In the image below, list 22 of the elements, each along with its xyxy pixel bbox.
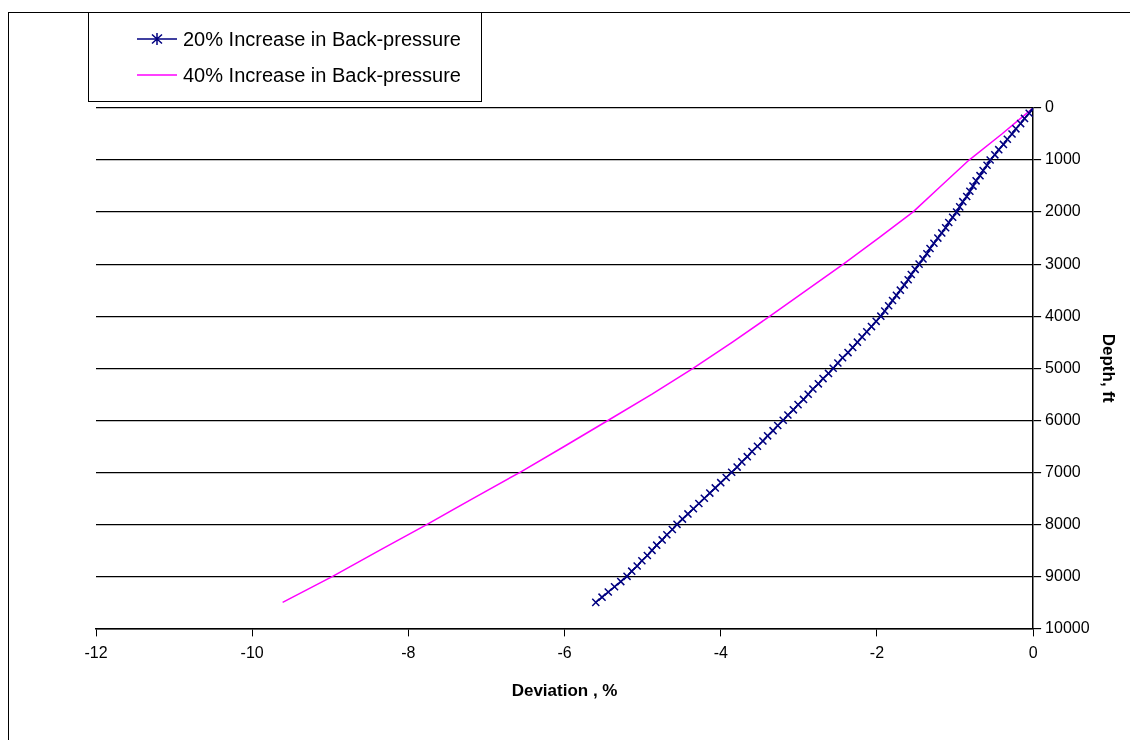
y-tick-label: 8000 [1045, 514, 1081, 532]
x-tick-label: -4 [713, 644, 728, 662]
y-tick-label: 5000 [1045, 358, 1081, 376]
x-tick-label: -6 [557, 644, 572, 662]
y-tick-label: 0 [1045, 98, 1055, 116]
x-axis-title: Deviation , % [511, 681, 618, 701]
x-tick-label: -12 [84, 644, 108, 662]
y-tick-label: 2000 [1045, 202, 1081, 220]
y-tick-label: 4000 [1045, 306, 1081, 324]
y-axis-title: Depth, ft [1099, 333, 1119, 403]
x-tick-label: -10 [240, 644, 264, 662]
y-tick-label: 9000 [1045, 566, 1081, 584]
y-tick-label: 10000 [1045, 618, 1090, 636]
y-tick-label: 7000 [1045, 462, 1081, 480]
legend-label: 20% Increase in Back-pressure [183, 27, 461, 52]
y-tick-label: 1000 [1045, 150, 1081, 168]
legend-label: 40% Increase in Back-pressure [183, 63, 461, 88]
x-tick-label: 0 [1028, 644, 1038, 662]
x-tick-label: -2 [869, 644, 885, 662]
x-tick-label: -8 [401, 644, 416, 662]
y-tick-label: 3000 [1045, 254, 1081, 272]
y-tick-label: 6000 [1045, 410, 1081, 428]
